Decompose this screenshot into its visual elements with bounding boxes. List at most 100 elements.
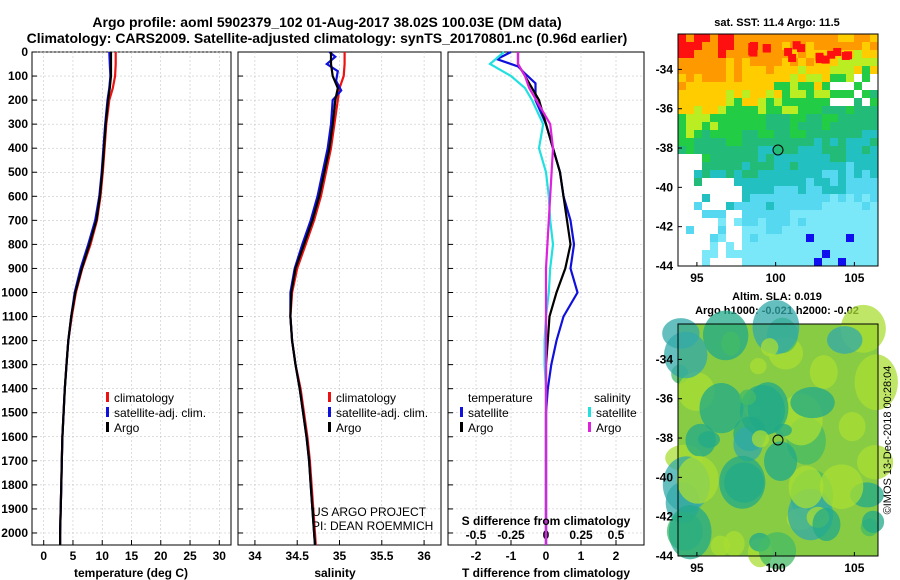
sst-cell [830, 178, 838, 186]
series-line-argo [289, 52, 339, 546]
depth-tick-label: 1200 [1, 334, 28, 348]
sst-cell [734, 82, 742, 90]
sst-cell [870, 130, 878, 138]
sst-cell [838, 178, 846, 186]
sst-cell [758, 90, 766, 98]
sla-blob [812, 507, 841, 541]
sst-cell [830, 66, 838, 74]
sst-cell [814, 162, 822, 170]
sst-cell [686, 66, 694, 74]
sst-cell [798, 34, 806, 42]
sla-blob [809, 355, 838, 389]
sst-cell [766, 106, 774, 114]
x-tick-label: 10 [96, 549, 110, 563]
sst-cell [748, 42, 757, 51]
sst-cell [750, 218, 758, 226]
sst-cell [694, 50, 702, 58]
sst-cell [750, 130, 758, 138]
sst-cell [838, 210, 846, 218]
sst-cell [718, 122, 726, 130]
sst-cell [686, 42, 694, 50]
sst-cell [734, 106, 742, 114]
sst-cell [790, 138, 798, 146]
sst-cell [750, 186, 758, 194]
sst-cell [846, 226, 854, 234]
sst-cell [702, 114, 710, 122]
sst-cell [718, 58, 726, 66]
depth-tick-label: 700 [8, 213, 28, 227]
sla-blob [749, 358, 767, 375]
sst-cell [750, 34, 758, 42]
sst-cell [678, 114, 686, 122]
sst-cell [750, 242, 758, 250]
sst-cell [862, 186, 870, 194]
sst-cell [726, 42, 734, 50]
sla-blob [862, 510, 885, 533]
sst-cell [798, 226, 806, 234]
sst-cell [822, 74, 830, 82]
sst-cell [806, 90, 814, 98]
legend-swatch-s-satellite [588, 407, 591, 417]
sst-cell [862, 146, 870, 154]
series-line-temperature-argo [516, 52, 572, 545]
x-tick-label: 1 [578, 549, 585, 563]
sst-cell [838, 138, 846, 146]
sst-cell [830, 122, 838, 130]
x-tick-label: 36 [417, 549, 431, 563]
sst-cell [702, 138, 710, 146]
sst-cell [798, 74, 806, 82]
sst-cell [798, 106, 806, 114]
sst-cell [726, 106, 734, 114]
sst-cell [742, 234, 750, 242]
sst-cell [726, 114, 734, 122]
sst-cell [822, 178, 830, 186]
sst-cell [838, 202, 846, 210]
sst-cell [846, 194, 854, 202]
sst-cell [726, 50, 734, 58]
sst-cell [814, 138, 822, 146]
sst-cell [678, 90, 686, 98]
sst-cell [838, 122, 846, 130]
sst-cell [846, 106, 854, 114]
sst-cell [710, 162, 718, 170]
sst-cell [782, 114, 790, 122]
sst-cell [718, 50, 726, 58]
sla-blob [723, 531, 745, 557]
sst-cell [790, 250, 798, 258]
sst-cell [838, 234, 846, 242]
sst-cell [734, 130, 742, 138]
legend-swatch-satellite [106, 407, 109, 417]
sst-cell [806, 218, 814, 226]
sst-cell [702, 106, 710, 114]
sst-cell [870, 218, 878, 226]
sst-cell [798, 170, 806, 178]
sst-cell [814, 34, 822, 42]
sst-cell [734, 122, 742, 130]
sst-cell [678, 98, 686, 106]
sst-cell [862, 202, 870, 210]
sst-cell [790, 154, 798, 162]
sst-cell [862, 242, 870, 250]
sst-cell [838, 130, 846, 138]
sst-cell [702, 162, 710, 170]
map-x-tick-label: 105 [844, 561, 864, 575]
sst-cell [758, 138, 766, 146]
sst-cell [830, 194, 838, 202]
sst-cell [694, 34, 702, 42]
sst-cell [830, 42, 838, 50]
sst-cell [758, 114, 766, 122]
copyright-text: ©IMOS 13-Dec-2018 00:28:04 [882, 366, 894, 515]
sst-cell [758, 58, 766, 66]
sst-cell [838, 258, 846, 266]
sst-cell [694, 66, 702, 74]
sst-cell [806, 66, 814, 74]
sst-cell [854, 34, 862, 42]
sst-cell [702, 250, 710, 258]
sla-blob [721, 331, 741, 356]
temperature-legend: climatology satellite-adj. clim. Argo [106, 391, 206, 435]
sst-cell [870, 162, 878, 170]
sst-cell [718, 218, 726, 226]
sst-cell [854, 154, 862, 162]
sst-cell [790, 162, 798, 170]
depth-tick-label: 1000 [1, 285, 28, 299]
